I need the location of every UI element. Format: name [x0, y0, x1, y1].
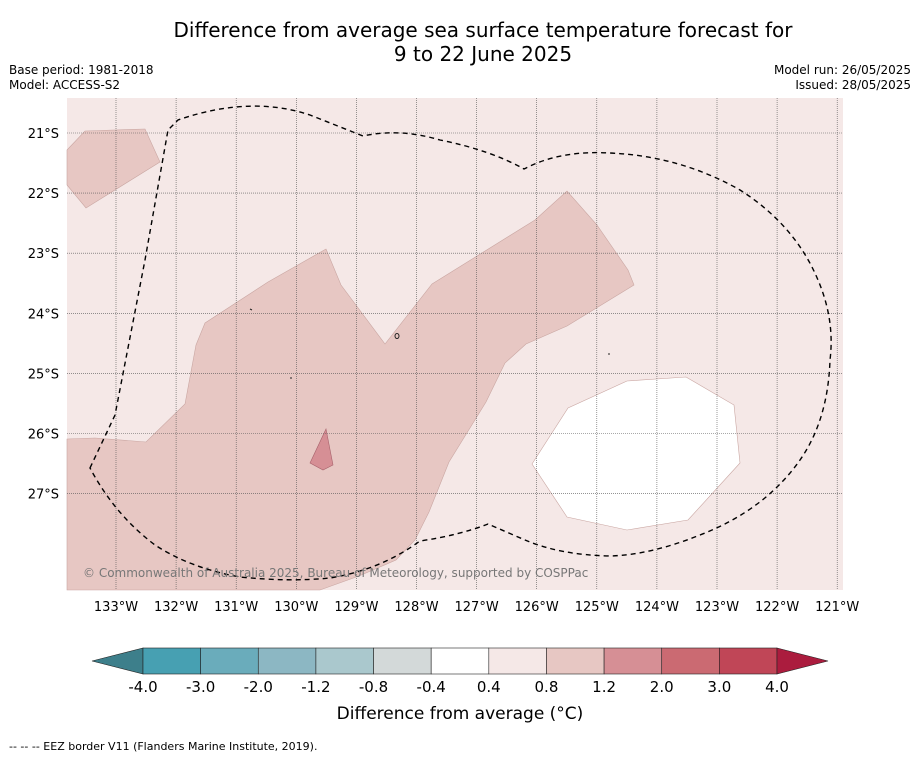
longitude-gridlines [115, 98, 838, 590]
latitude-labels: 21°S 22°S 23°S 24°S 25°S 26°S 27°S [28, 127, 59, 503]
model-run: Model run: 26/05/2025 [773, 63, 911, 77]
lat-label: 27°S [28, 488, 59, 503]
colorbar-box [257, 647, 317, 675]
colorbar-tick-label: 0.4 [477, 678, 501, 696]
colorbar-extend-max [776, 647, 829, 675]
warm-region-main [66, 190, 635, 591]
colorbar-box [661, 647, 720, 675]
lat-label: 22°S [28, 187, 59, 202]
lon-label: 122°W [755, 600, 799, 615]
lon-label: 127°W [455, 600, 499, 615]
model-name: Model: ACCESS-S2 [9, 78, 121, 92]
warm-region-northwest [66, 128, 161, 209]
longitude-labels: 133°W 132°W 131°W 130°W 129°W 128°W 127°W 126°W… [94, 600, 860, 615]
title-line-1: Difference from average sea surface temp… [173, 18, 793, 42]
colorbar-tick-label: 0.8 [535, 678, 559, 696]
lat-label: 26°S [28, 428, 59, 443]
issued-date: Issued: 28/05/2025 [795, 78, 911, 92]
lon-label: 125°W [575, 600, 619, 615]
lat-label: 24°S [28, 307, 59, 322]
colorbar-title-text: Difference from average (°C) [336, 704, 584, 724]
colorbar-box [200, 647, 259, 675]
colorbar-box [546, 647, 605, 675]
lon-label: 130°W [274, 600, 318, 615]
speck [249, 308, 253, 311]
meta-right: Model run: 26/05/2025 Issued: 28/05/2025 [774, 63, 911, 93]
colorbar-box [373, 647, 432, 675]
lat-label: 25°S [28, 367, 59, 382]
colorbar-tick-label: -0.8 [359, 678, 388, 696]
colorbar-box [430, 647, 490, 675]
neutral-region [531, 376, 741, 531]
footer-note: -- -- -- EEZ border V11 (Flanders Marine… [9, 740, 318, 753]
colorbar-box [142, 647, 201, 675]
colorbar-tick-label: -0.4 [417, 678, 446, 696]
colorbar-box [315, 647, 374, 675]
lon-label: 129°W [334, 600, 378, 615]
lon-label: 128°W [394, 600, 438, 615]
title-line-2: 9 to 22 June 2025 [393, 42, 573, 66]
colorbar-extend-min [91, 647, 144, 675]
speck [394, 333, 400, 339]
colorbar-tick-label: -3.0 [186, 678, 215, 696]
lon-label: 123°W [695, 600, 739, 615]
lat-label: 23°S [28, 247, 59, 262]
colorbar-tick-label: -4.0 [128, 678, 157, 696]
colorbar-box [488, 647, 547, 675]
sst-anomaly-map: © Commonwealth of Australia 2025, Bureau… [66, 98, 843, 591]
hot-region [309, 428, 334, 471]
lon-label: 133°W [94, 600, 138, 615]
eez-border [89, 105, 832, 581]
chart-title: Difference from average sea surface temp… [0, 18, 919, 66]
colorbar-title: Difference from average (°C) [0, 704, 919, 724]
lon-label: 126°W [515, 600, 559, 615]
colorbar-tick-label: 1.2 [592, 678, 616, 696]
lon-label: 124°W [635, 600, 679, 615]
colorbar-tick-label: 4.0 [765, 678, 789, 696]
colorbar: -4.0 -3.0 -2.0 -1.2 -0.8 -0.4 0.4 0.8 1.2 2.0 3.0 4… [91, 647, 829, 696]
colorbar-box [603, 647, 663, 675]
lon-label: 121°W [815, 600, 859, 615]
colorbar-tick-label: 3.0 [707, 678, 731, 696]
meta-left: Base period: 1981-2018 Model: ACCESS-S2 [9, 63, 154, 93]
colorbar-box [719, 647, 778, 675]
colorbar-tick-label: -2.0 [244, 678, 273, 696]
latitude-gridlines [67, 132, 843, 494]
lon-label: 132°W [154, 600, 198, 615]
lon-label: 131°W [214, 600, 258, 615]
contour-specks [249, 308, 610, 379]
lat-label: 21°S [28, 127, 59, 142]
copyright-notice: © Commonwealth of Australia 2025, Bureau… [83, 566, 588, 580]
colorbar-tick-label: -1.2 [301, 678, 330, 696]
base-period: Base period: 1981-2018 [9, 63, 154, 77]
colorbar-tick-label: 2.0 [650, 678, 674, 696]
